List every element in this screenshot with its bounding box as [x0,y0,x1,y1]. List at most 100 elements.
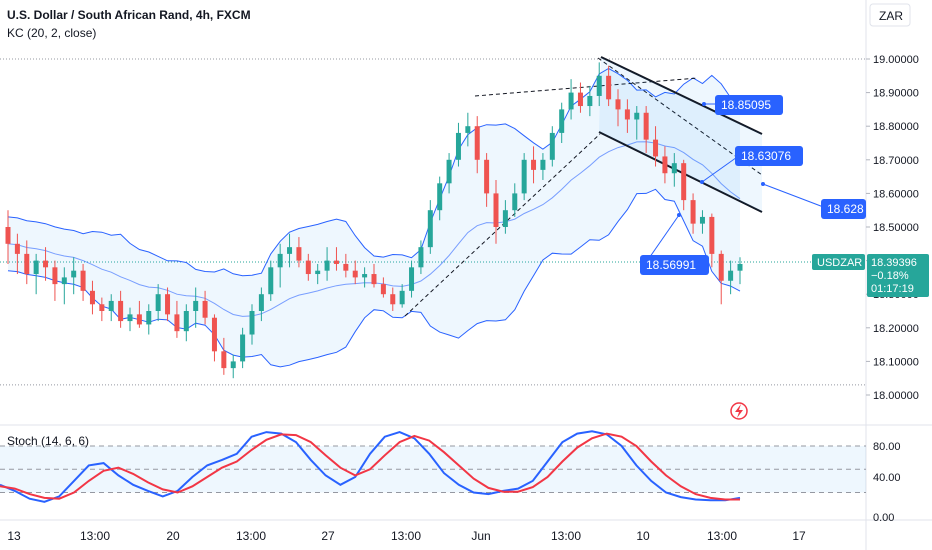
candle-body [165,294,171,315]
candle-body [202,300,208,318]
price-tick-label: 18.50000 [873,222,919,234]
dashed-trend-mid[interactable] [597,57,763,176]
candle-body [99,304,105,311]
chart-title: U.S. Dollar / South African Rand, 4h, FX… [7,8,251,22]
price-tick-label: 18.70000 [873,155,919,167]
time-tick-label: 13:00 [551,529,581,543]
candle-body [568,92,574,110]
candle-body [643,112,649,140]
dashed-trend-upper[interactable] [474,77,699,97]
price-tick-label: 18.60000 [873,188,919,200]
candle-body [174,314,180,332]
time-tick-label: 17 [792,529,806,543]
candle-body [287,247,293,254]
price-note-box[interactable] [715,95,783,115]
candle-body [80,270,86,291]
note-connector [701,154,741,183]
candle-body [718,253,724,281]
time-tick-label: 20 [166,529,180,543]
time-tick-label: 10 [636,529,650,543]
trend-drawings[interactable] [404,56,763,317]
candle-body [653,139,659,157]
price-annotations[interactable]: 18.85095 18.63076 18.56991 18.628 [640,95,866,275]
candle-body [33,260,39,275]
candle-body [183,311,189,332]
note-anchor [702,102,706,106]
candle-body [380,284,386,295]
stoch-tick-label: 40.00 [873,472,901,484]
kc-upper [7,67,741,277]
candle-body [596,75,602,96]
candle-body [211,317,217,352]
candle-body [512,193,518,211]
candle-body [89,290,95,305]
candle-body [418,247,424,268]
price-note-label: 18.85095 [721,98,771,112]
time-tick-label: Jun [471,529,490,543]
time-tick-label: 13:00 [80,529,110,543]
candle-body [493,193,499,227]
candle-body [728,270,734,281]
candle-body [699,216,705,224]
candle-body [155,294,161,311]
candle-body [446,159,452,184]
lightning-icon[interactable] [730,402,748,420]
candle-body [324,260,330,271]
stoch-k-line [0,430,741,503]
dashed-trend-lower[interactable] [404,133,601,317]
candle-body [662,156,668,174]
candle-body [61,277,67,285]
candle-body [343,263,349,271]
stoch-tick-label: 80.00 [873,441,901,453]
candle-body [587,95,593,107]
currency-button[interactable] [869,3,911,27]
candle-body [671,163,677,174]
candle-body [136,314,142,325]
candle-body [540,159,546,170]
candle-body [709,216,715,254]
candle-body [277,253,283,268]
candle-body [737,263,743,271]
stoch-title[interactable]: Stoch (14, 6, 6) [7,434,89,448]
candle-body [371,274,377,285]
candle-body [559,109,565,133]
candle-body [390,294,396,305]
stoch-tick-label: 0.00 [873,512,894,524]
candle-body [268,267,274,295]
candle-body [108,300,114,311]
candle-body [474,126,480,160]
channel-upper-line[interactable] [600,56,763,135]
candle-body [681,163,687,201]
candle-body [193,300,199,311]
symbol-label: USDZAR [817,257,862,269]
candlestick-series [5,62,743,379]
price-pane[interactable] [0,0,866,425]
price-note-box[interactable] [821,199,866,219]
bar-countdown: 01:17:19 [871,283,914,295]
price-tick-label: 18.10000 [873,356,919,368]
channel-lower-line[interactable] [598,131,763,213]
candle-body [615,99,621,110]
indicator-label[interactable]: KC (20, 2, close) [7,26,96,40]
price-note-box[interactable] [735,146,803,166]
candle-body [52,267,58,285]
time-tick-label: 13:00 [391,529,421,543]
price-tick-label: 18.20000 [873,323,919,335]
candle-body [249,311,255,335]
stoch-d-line [0,432,740,501]
price-note-box[interactable] [640,255,709,275]
time-tick-label: 13 [7,529,21,543]
kc-band-fill [8,68,740,367]
note-anchor [677,213,681,217]
price-note-label: 18.628 [827,202,864,216]
currency-label: ZAR [879,9,903,23]
candle-body [634,112,640,120]
candle-body [71,270,77,278]
last-price-box[interactable] [867,254,929,297]
note-anchor [761,182,765,186]
candle-body [455,132,461,160]
price-note-label: 18.56991 [646,258,696,272]
symbol-badge[interactable] [812,254,865,270]
channel-fill [599,57,762,212]
